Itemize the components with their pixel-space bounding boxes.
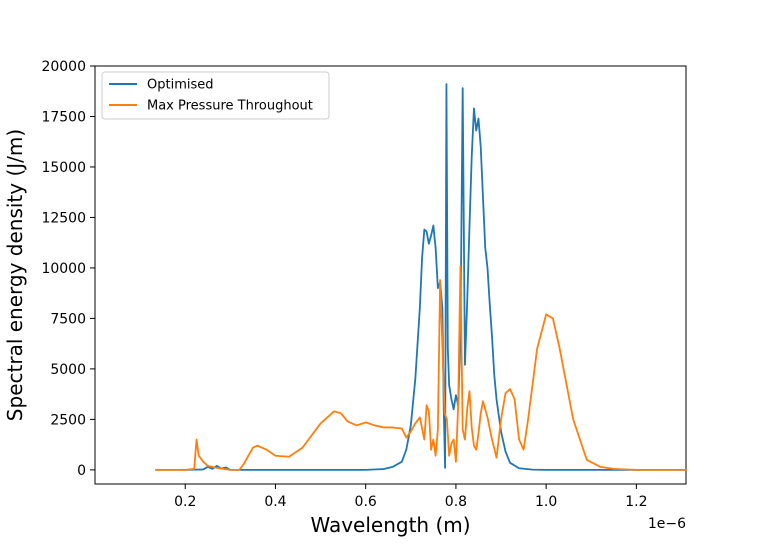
x-axis-label: Wavelength (m) xyxy=(310,513,470,537)
y-tick-label: 12500 xyxy=(41,210,86,226)
legend-label-max-pressure: Max Pressure Throughout xyxy=(147,99,313,114)
legend-label-optimised: Optimised xyxy=(147,78,214,93)
y-tick-label: 0 xyxy=(77,463,86,479)
y-tick-label: 5000 xyxy=(50,362,86,378)
series-line-max-pressure xyxy=(155,265,687,471)
x-tick-label: 1.2 xyxy=(625,494,647,510)
y-tick-label: 17500 xyxy=(41,109,86,125)
y-tick-label: 15000 xyxy=(41,160,86,176)
x-offset-label: 1e−6 xyxy=(648,516,686,532)
y-tick-label: 20000 xyxy=(41,59,86,75)
legend-box xyxy=(101,71,330,120)
y-axis-ticks: 0 2500 5000 7500 10000 12500 15000 17500 20000 xyxy=(41,59,95,479)
x-axis-ticks: 0.2 0.4 0.6 0.8 1.0 1.2 xyxy=(174,484,648,510)
y-tick-label: 2500 xyxy=(50,412,86,428)
x-tick-label: 1.0 xyxy=(535,494,557,510)
legend: Optimised Max Pressure Throughout xyxy=(101,71,330,120)
x-tick-label: 0.6 xyxy=(355,494,377,510)
y-tick-label: 10000 xyxy=(41,261,86,277)
plot-area xyxy=(94,65,687,485)
x-tick-label: 0.4 xyxy=(264,494,286,510)
series-layer xyxy=(155,83,687,471)
y-axis-label: Spectral energy density (J/m) xyxy=(3,129,27,421)
x-tick-label: 0.2 xyxy=(174,494,196,510)
x-tick-label: 0.8 xyxy=(445,494,467,510)
series-line-optimised xyxy=(155,83,687,471)
axes-frame xyxy=(94,65,687,485)
y-tick-label: 7500 xyxy=(50,311,86,327)
